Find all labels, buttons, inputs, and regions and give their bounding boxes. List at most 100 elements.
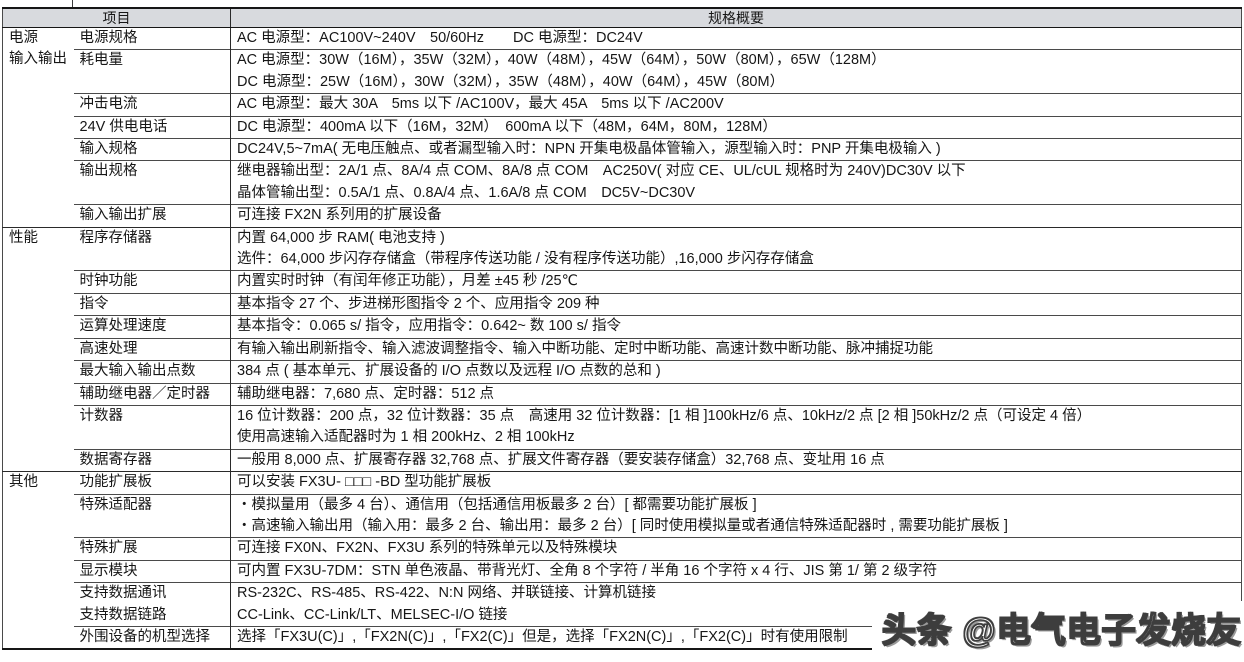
- spec-line: 晶体管输出型：0.5A/1 点、0.8A/4 点、1.6A/8 点 COM DC…: [237, 184, 696, 201]
- item-cell: 时钟功能: [73, 270, 231, 294]
- spec-line: AC 电源型：30W（16M），35W（32M），40W（48M），45W（64…: [237, 52, 886, 69]
- spec-cell: DC 电源型：400mA 以下（16M，32M） 600mA 以下（48M，64…: [230, 115, 1242, 139]
- table-row: 性能 程序存储器 内置 64,000 步 RAM( 电池支持 ) 选件：64,000 …: [2, 226, 1242, 472]
- item-cell: 最大输入输出点数: [73, 360, 231, 383]
- spec-cell: 内置实时时钟（有闰年修正功能），月差 ±45 秒 /25℃: [230, 270, 1242, 294]
- table-row: 数据寄存器 一般用 8,000 点、扩展寄存器 32,768 点、扩展文件寄存器（…: [3, 448, 1242, 472]
- table-row: 24V 供电电话 DC 电源型：400mA 以下（16M，32M） 600mA 以…: [3, 115, 1242, 139]
- spec-cell: 内置 64,000 步 RAM( 电池支持 ) 选件：64,000 步闪存存储盒（…: [230, 226, 1242, 271]
- spec-line: 内置 64,000 步 RAM( 电池支持 ): [237, 229, 445, 246]
- item-cell: 程序存储器: [73, 226, 231, 271]
- item-cell: 耗电量: [73, 49, 231, 94]
- item-cell: 辅助继电器／定时器: [73, 382, 231, 406]
- spec-cell: 辅助继电器：7,680 点、定时器：512 点: [230, 382, 1242, 406]
- spec-table: 项目 规格概要 电源 输入输出 电源规格 AC 电源型：AC100V~240V 50…: [2, 7, 1242, 651]
- spec-line: AC 电源型：AC100V~240V 50/60Hz DC 电源型：DC24V: [237, 30, 643, 46]
- spec-line: CC-Link、CC-Link/LT、MELSEC-I/O 链接: [237, 606, 508, 623]
- table-row: 特殊扩展 可连接 FX0N、FX2N、FX3U 系列的特殊单元以及特殊模块: [3, 537, 1242, 561]
- item-cell: 输出规格: [73, 160, 231, 205]
- table-row: 其他 功能扩展板 可以安装 FX3U- □□□ -BD 型功能扩展板: [2, 471, 1242, 650]
- item-cell: 输入输出扩展: [73, 204, 231, 228]
- spec-line: 内置实时时钟（有闰年修正功能），月差 ±45 秒 /25℃: [237, 273, 578, 290]
- spec-line: 基本指令：0.065 s/ 指令，应用指令：0.642~ 数 100 s/ 指令: [237, 318, 621, 335]
- spec-table-header: 项目 规格概要: [2, 7, 1242, 28]
- spec-cell: 可以安装 FX3U- □□□ -BD 型功能扩展板: [230, 471, 1242, 495]
- item-cell: 外围设备的机型选择: [73, 625, 231, 650]
- spec-line: DC 电源型：400mA 以下（16M，32M） 600mA 以下（48M，64…: [237, 118, 777, 135]
- spec-line: DC24V,5~7mA( 无电压触点、或者漏型输入时：NPN 开集电极晶体管输入…: [237, 141, 941, 158]
- spec-cell: 基本指令：0.065 s/ 指令，应用指令：0.642~ 数 100 s/ 指令: [230, 315, 1242, 339]
- item-cell: 高速处理: [73, 337, 231, 361]
- spec-cell: AC 电源型：AC100V~240V 50/60Hz DC 电源型：DC24V: [230, 26, 1242, 50]
- watermark-text: 头条 @电气电子发烧友: [872, 601, 1244, 653]
- category-cell: 电源 输入输出: [2, 27, 74, 228]
- spec-line: 16 位计数器：200 点，32 位计数器：35 点 高速用 32 位计数器：[…: [237, 407, 1092, 424]
- item-cell: 功能扩展板: [73, 471, 231, 495]
- spec-line: 继电器输出型：2A/1 点、8A/4 点 COM、8A/8 点 COM AC25…: [237, 163, 966, 180]
- item-cell: 计数器: [73, 404, 231, 450]
- table-row: 高速处理 有输入输出刷新指令、输入滤波调整指令、输入中断功能、定时中断功能、高速计…: [3, 337, 1242, 361]
- item-cell: 特殊适配器: [73, 493, 231, 538]
- item-cell: 特殊扩展: [73, 537, 231, 561]
- spec-cell: ・模拟量用（最多 4 台）、通信用（包括通信用板最多 2 台）[ 都需要功能扩展…: [230, 493, 1242, 538]
- item-cell: 输入规格: [73, 138, 231, 161]
- spec-line: 辅助继电器：7,680 点、定时器：512 点: [237, 385, 495, 402]
- table-row: 冲击电流 AC 电源型：最大 30A 5ms 以下 /AC100V，最大 45A …: [3, 93, 1242, 117]
- item-cell: 24V 供电电话: [73, 115, 231, 139]
- spec-line: 可连接 FX2N 系列用的扩展设备: [237, 207, 442, 224]
- spec-line: 384 点 ( 基本单元、扩展设备的 I/O 点数以及远程 I/O 点数的总和 …: [237, 363, 661, 380]
- spec-line: 一般用 8,000 点、扩展寄存器 32,768 点、扩展文件寄存器（要安装存储…: [237, 451, 885, 468]
- spec-table-body: 电源 输入输出 电源规格 AC 电源型：AC100V~240V 50/60Hz DC…: [2, 26, 1242, 650]
- table-row: 指令 基本指令 27 个、步进梯形图指令 2 个、应用指令 209 种: [3, 292, 1242, 316]
- spec-cell: 可连接 FX2N 系列用的扩展设备: [230, 204, 1242, 228]
- spec-line: 可内置 FX3U-7DM：STN 单色液晶、带背光灯、全角 8 个字符 / 半角…: [237, 562, 938, 579]
- spec-cell: AC 电源型：最大 30A 5ms 以下 /AC100V，最大 45A 5ms …: [230, 93, 1242, 117]
- spec-cell: 一般用 8,000 点、扩展寄存器 32,768 点、扩展文件寄存器（要安装存储…: [230, 448, 1242, 472]
- spec-cell: AC 电源型：30W（16M），35W（32M），40W（48M），45W（64…: [230, 49, 1242, 94]
- cropped-column-tick: [72, 0, 73, 8]
- spec-line: 可以安装 FX3U- □□□ -BD 型功能扩展板: [237, 474, 492, 491]
- item-cell: 支持数据通讯 支持数据链路: [73, 582, 231, 627]
- spec-line: 选件：64,000 步闪存存储盒（带程序传送功能 / 没有程序传送功能）,16,…: [237, 251, 814, 268]
- header-row: 项目 规格概要: [2, 7, 1242, 28]
- header-item-column: 项目: [2, 7, 231, 28]
- spec-line: 基本指令 27 个、步进梯形图指令 2 个、应用指令 209 种: [237, 295, 600, 312]
- table-row: 显示模块 可内置 FX3U-7DM：STN 单色液晶、带背光灯、全角 8 个字符 …: [3, 559, 1242, 583]
- spec-line: RS-232C、RS-485、RS-422、N:N 网络、并联链接、计算机链接: [237, 585, 656, 602]
- header-spec-column: 规格概要: [230, 7, 1242, 28]
- item-cell: 冲击电流: [73, 93, 231, 117]
- table-row: 时钟功能 内置实时时钟（有闰年修正功能），月差 ±45 秒 /25℃: [3, 270, 1242, 294]
- spec-line: ・高速输入输出用（输入用：最多 2 台、输出用：最多 2 台）[ 同时使用模拟量…: [237, 517, 1008, 534]
- spec-cell: 继电器输出型：2A/1 点、8A/4 点 COM、8A/8 点 COM AC25…: [230, 160, 1242, 205]
- table-row: 最大输入输出点数 384 点 ( 基本单元、扩展设备的 I/O 点数以及远程 I/…: [3, 360, 1242, 383]
- spec-line: 选择「FX3U(C)」,「FX2N(C)」,「FX2(C)」但是，选择「FX2N…: [237, 628, 848, 645]
- spec-cell: DC24V,5~7mA( 无电压触点、或者漏型输入时：NPN 开集电极晶体管输入…: [230, 138, 1242, 161]
- spec-line: 有输入输出刷新指令、输入滤波调整指令、输入中断功能、定时中断功能、高速计数中断功…: [237, 340, 933, 357]
- table-row: 计数器 16 位计数器：200 点，32 位计数器：35 点 高速用 32 位计数…: [3, 404, 1242, 450]
- table-row: 辅助继电器／定时器 辅助继电器：7,680 点、定时器：512 点: [3, 382, 1242, 406]
- item-cell: 数据寄存器: [73, 448, 231, 472]
- item-cell: 运算处理速度: [73, 315, 231, 339]
- table-row: 耗电量 AC 电源型：30W（16M），35W（32M），40W（48M），45W…: [3, 49, 1242, 94]
- table-row: 输出规格 继电器输出型：2A/1 点、8A/4 点 COM、8A/8 点 COM …: [3, 160, 1242, 205]
- category-cell: 性能: [2, 226, 74, 472]
- spec-line: 使用高速输入适配器时为 1 相 200kHz、2 相 100kHz: [237, 429, 575, 446]
- table-row: 电源 输入输出 电源规格 AC 电源型：AC100V~240V 50/60Hz DC…: [2, 26, 1242, 228]
- spec-cell: 有输入输出刷新指令、输入滤波调整指令、输入中断功能、定时中断功能、高速计数中断功…: [230, 337, 1242, 361]
- table-row: 输入规格 DC24V,5~7mA( 无电压触点、或者漏型输入时：NPN 开集电极晶…: [3, 138, 1242, 161]
- spec-cell: 可连接 FX0N、FX2N、FX3U 系列的特殊单元以及特殊模块: [230, 537, 1242, 561]
- item-cell: 显示模块: [73, 559, 231, 583]
- spec-line: AC 电源型：最大 30A 5ms 以下 /AC100V，最大 45A 5ms …: [237, 96, 724, 113]
- item-cell: 指令: [73, 292, 231, 316]
- spec-cell: 可内置 FX3U-7DM：STN 单色液晶、带背光灯、全角 8 个字符 / 半角…: [230, 559, 1242, 583]
- category-cell: 其他: [2, 471, 74, 650]
- spec-cell: 16 位计数器：200 点，32 位计数器：35 点 高速用 32 位计数器：[…: [230, 404, 1242, 450]
- spec-cell: 384 点 ( 基本单元、扩展设备的 I/O 点数以及远程 I/O 点数的总和 …: [230, 360, 1242, 383]
- spec-line: 可连接 FX0N、FX2N、FX3U 系列的特殊单元以及特殊模块: [237, 540, 618, 557]
- spec-cell: 基本指令 27 个、步进梯形图指令 2 个、应用指令 209 种: [230, 292, 1242, 316]
- spec-line: DC 电源型：25W（16M），30W（32M），35W（48M），40W（64…: [237, 73, 785, 90]
- item-cell: 电源规格: [73, 26, 231, 50]
- table-row: 特殊适配器 ・模拟量用（最多 4 台）、通信用（包括通信用板最多 2 台）[ 都需…: [3, 493, 1242, 538]
- table-row: 运算处理速度 基本指令：0.065 s/ 指令，应用指令：0.642~ 数 100…: [3, 315, 1242, 339]
